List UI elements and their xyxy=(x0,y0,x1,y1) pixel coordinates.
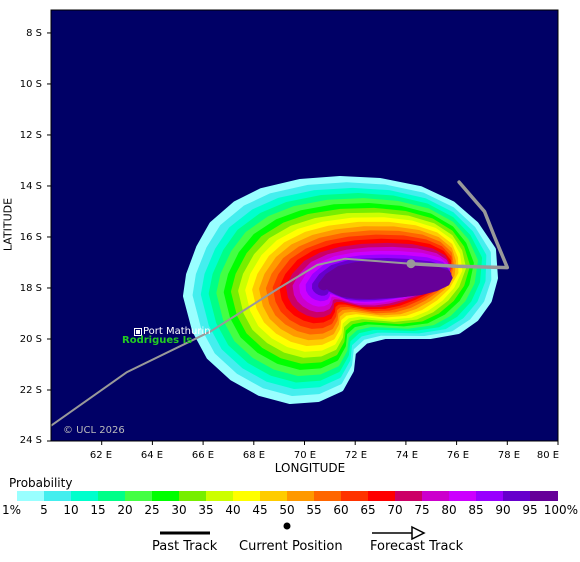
legend-label: 80 xyxy=(441,503,457,517)
port-mathurin-marker-dot xyxy=(136,330,140,334)
legend-swatch xyxy=(341,491,369,501)
legend-label: 70 xyxy=(387,503,403,517)
legend-label: 90 xyxy=(495,503,511,517)
lat-tick-label: 20 S xyxy=(19,334,42,345)
copyright-label: © UCL 2026 xyxy=(63,425,125,436)
legend-label: 55 xyxy=(306,503,322,517)
x-axis-title: LONGITUDE xyxy=(274,461,346,475)
past-track-label: Past Track xyxy=(152,539,218,554)
legend-label: 50 xyxy=(279,503,295,517)
legend-swatch xyxy=(179,491,207,501)
legend-swatch xyxy=(503,491,531,501)
lon-tick-label: 70 E xyxy=(293,450,317,461)
legend-swatch xyxy=(368,491,396,501)
legend-label: 15 xyxy=(90,503,106,517)
lat-tick-label: 22 S xyxy=(19,385,42,396)
probability-map xyxy=(47,9,559,445)
legend-label: 45 xyxy=(252,503,268,517)
island-label: Rodrigues Is xyxy=(122,335,193,346)
lon-tick-label: 68 E xyxy=(242,450,266,461)
legend-swatch xyxy=(17,491,45,501)
lon-tick-label: 64 E xyxy=(140,450,164,461)
lat-tick-label: 8 S xyxy=(26,28,42,39)
legend-label: 10 xyxy=(63,503,79,517)
legend-swatch xyxy=(152,491,180,501)
legend-label: 20 xyxy=(117,503,133,517)
legend-swatch xyxy=(395,491,423,501)
current-position-label: Current Position xyxy=(239,539,343,554)
legend-label: 100% xyxy=(543,503,578,517)
legend-swatch xyxy=(98,491,126,501)
track-key-symbols xyxy=(160,522,426,540)
storm-track xyxy=(51,180,510,427)
lon-tick-label: 76 E xyxy=(446,450,470,461)
legend-swatch xyxy=(449,491,477,501)
legend-label: 85 xyxy=(468,503,484,517)
legend-title: Probability xyxy=(9,476,73,490)
legend-swatch xyxy=(314,491,342,501)
lon-tick-label: 78 E xyxy=(497,450,521,461)
lat-tick-label: 16 S xyxy=(19,232,42,243)
current-position-marker xyxy=(406,259,416,269)
legend-label: 30 xyxy=(171,503,187,517)
lon-tick-label: 72 E xyxy=(344,450,368,461)
legend-label: 95 xyxy=(522,503,538,517)
y-axis-title: LATITUDE xyxy=(1,197,15,252)
legend-label: 25 xyxy=(144,503,160,517)
forecast-arrow-icon xyxy=(411,525,426,540)
lat-tick-label: 10 S xyxy=(19,79,42,90)
town-label: Port Mathurin xyxy=(143,326,211,337)
legend-swatch xyxy=(206,491,234,501)
legend-label: 65 xyxy=(360,503,376,517)
forecast-track-label: Forecast Track xyxy=(370,539,464,554)
past-track-line xyxy=(51,257,412,427)
lon-tick-label: 80 E xyxy=(536,450,560,461)
lon-tick-label: 74 E xyxy=(395,450,419,461)
legend-label: 35 xyxy=(198,503,214,517)
lat-tick-label: 18 S xyxy=(19,283,42,294)
legend-swatch xyxy=(260,491,288,501)
legend-label: 5 xyxy=(40,503,48,517)
legend-swatch xyxy=(233,491,261,501)
legend-label: 1% xyxy=(2,503,22,517)
current-position-symbol xyxy=(283,522,291,530)
lon-tick-label: 62 E xyxy=(89,450,113,461)
lat-tick-label: 24 S xyxy=(19,435,42,446)
legend-swatch xyxy=(287,491,315,501)
legend-swatch xyxy=(422,491,450,501)
legend-swatch xyxy=(71,491,99,501)
lat-tick-label: 14 S xyxy=(19,181,42,192)
legend-swatch xyxy=(125,491,153,501)
forecast-track-line xyxy=(409,180,510,270)
legend-swatch xyxy=(530,491,558,501)
legend-label: 75 xyxy=(414,503,430,517)
legend-label: 40 xyxy=(225,503,241,517)
lon-tick-label: 66 E xyxy=(191,450,215,461)
probability-contours xyxy=(183,176,498,404)
port-mathurin-marker xyxy=(134,328,142,336)
legend-label: 60 xyxy=(333,503,349,517)
lat-tick-label: 12 S xyxy=(19,130,42,141)
legend-swatch xyxy=(476,491,504,501)
legend-swatch xyxy=(44,491,72,501)
